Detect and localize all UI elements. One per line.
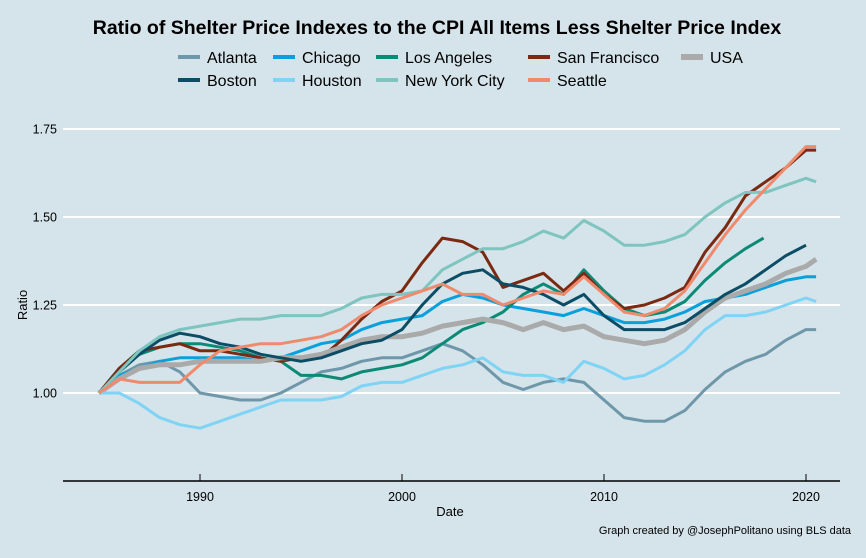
legend-label: Chicago — [302, 50, 361, 67]
legend-item-seattle: Seattle — [528, 73, 607, 90]
series-lines — [97, 145, 818, 430]
chart-title: Ratio of Shelter Price Indexes to the CP… — [93, 17, 782, 39]
legend-label: Seattle — [557, 73, 607, 90]
legend-item-houston: Houston — [273, 73, 362, 90]
caption: Graph created by @JosephPolitano using B… — [599, 525, 852, 537]
y-tick-label: 1.75 — [33, 123, 57, 137]
legend-label: Boston — [207, 73, 257, 90]
legend: Atlanta Chicago Los Angeles San Francisco US… — [178, 50, 743, 90]
legend-label: Atlanta — [207, 50, 257, 67]
legend-label: Houston — [302, 73, 362, 90]
legend-label: New York City — [405, 73, 505, 90]
y-axis: 1.00 1.25 1.50 1.75 — [33, 123, 57, 401]
legend-item-atlanta: Atlanta — [178, 50, 257, 67]
legend-item-usa: USA — [681, 50, 743, 67]
series-line-boston — [97, 243, 807, 395]
y-tick-label: 1.50 — [33, 211, 57, 225]
legend-item-boston: Boston — [178, 73, 257, 90]
legend-label: USA — [710, 50, 743, 67]
series-line-atlanta — [98, 328, 817, 423]
legend-item-new-york-city: New York City — [376, 73, 505, 90]
legend-label: Los Angeles — [405, 50, 492, 67]
x-tick-label: 1990 — [186, 490, 214, 504]
y-axis-label: Ratio — [15, 290, 30, 320]
x-tick-label: 2000 — [388, 490, 416, 504]
x-axis: 1990 2000 2010 2020 — [186, 474, 820, 504]
legend-label: San Francisco — [557, 50, 659, 67]
series-line-houston — [99, 296, 817, 430]
x-tick-label: 2010 — [590, 490, 618, 504]
y-tick-label: 1.00 — [33, 387, 57, 401]
legend-item-chicago: Chicago — [273, 50, 361, 67]
x-axis-label: Date — [436, 504, 463, 519]
legend-item-san-francisco: San Francisco — [528, 50, 659, 67]
legend-item-los-angeles: Los Angeles — [376, 50, 492, 67]
series-line-seattle — [98, 145, 817, 395]
x-tick-label: 2020 — [792, 490, 820, 504]
series-line-los-angeles — [97, 236, 765, 394]
series-line-new-york-city — [97, 176, 817, 395]
series-line-usa — [97, 257, 818, 396]
y-tick-label: 1.25 — [33, 299, 57, 313]
